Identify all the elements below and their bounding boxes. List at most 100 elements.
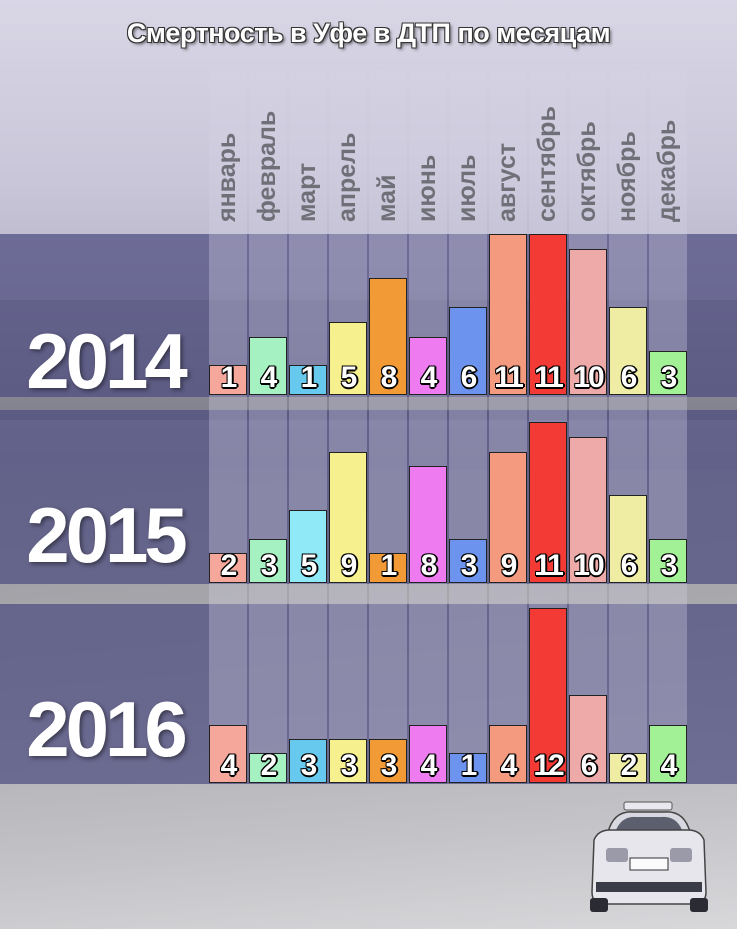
month-column [609,70,647,783]
month-column [489,70,527,783]
data-label: 2 [620,749,638,782]
month-label: октябрь [573,121,601,222]
data-label: 10 [573,361,604,394]
data-label: 3 [340,749,358,782]
month-label: февраль [253,110,281,222]
bar-2015-ноябрь [609,495,647,583]
data-label: 3 [300,749,318,782]
year-label-2015: 2015 [26,491,188,579]
data-label: 3 [660,361,678,394]
chart-title: Смертность в Уфе в ДТП по месяцам [126,18,611,48]
data-label: 8 [380,361,398,394]
bar-2014-июль [449,307,487,395]
bar-2015-апрель [329,451,367,583]
data-label: 11 [534,361,564,394]
bar-2016-апрель [329,739,367,783]
data-label: 5 [340,361,358,394]
data-label: 12 [533,749,564,782]
month-label: сентябрь [533,106,561,222]
year-label-2014: 2014 [26,317,188,405]
month-column [409,70,447,783]
bar-2014-апрель [329,322,367,395]
month-column [569,70,607,783]
data-label: 3 [380,749,398,782]
bar-2016-ноябрь [609,753,647,783]
bar-2015-июнь [409,466,447,583]
month-column [209,70,247,783]
month-column [449,70,487,783]
data-label: 2 [260,749,278,782]
data-label: 3 [660,549,678,582]
data-label: 1 [460,749,478,782]
bar-2016-июнь [409,724,447,783]
bar-2014-август [489,234,527,395]
month-label: август [493,142,521,222]
data-label: 11 [534,549,564,582]
data-label: 1 [380,549,398,582]
bar-2015-август [489,451,527,583]
year-label-2016: 2016 [26,685,188,773]
data-label: 4 [660,749,678,782]
bar-2014-сентябрь [529,234,567,395]
bar-2015-май [369,553,407,583]
bar-2016-август [489,724,527,783]
bar-2014-январь [209,365,247,395]
data-label: 4 [420,749,438,782]
police-car-icon [590,801,708,912]
month-column [369,70,407,783]
bar-2014-ноябрь [609,307,647,395]
bar-2014-октябрь [569,249,607,395]
bar-2016-январь [209,724,247,783]
bar-2014-декабрь [649,351,687,395]
bar-2016-июль [449,753,487,783]
month-column [289,70,327,783]
data-label: 10 [573,549,604,582]
month-column [329,70,367,783]
bar-2014-май [369,278,407,395]
month-column [649,70,687,783]
month-label: ноябрь [613,131,641,222]
month-label: январь [213,132,241,222]
data-label: 3 [260,549,278,582]
data-label: 4 [420,361,438,394]
bar-2015-февраль [249,539,287,583]
data-label: 6 [460,361,478,394]
bar-2015-октябрь [569,437,607,583]
data-label: 9 [500,549,518,582]
data-label: 9 [340,549,358,582]
bar-2016-февраль [249,753,287,783]
data-label: 4 [220,749,238,782]
month-label: март [293,162,321,222]
month-column [249,70,287,783]
data-label: 6 [620,549,638,582]
data-label: 2 [220,549,238,582]
bar-2015-март [289,510,327,583]
month-label: июнь [413,154,441,222]
data-label: 1 [220,361,238,394]
bar-2015-июль [449,539,487,583]
data-label: 3 [460,549,478,582]
bar-2016-март [289,739,327,783]
bar-2016-декабрь [649,724,687,783]
data-label: 1 [300,361,318,394]
bar-2015-январь [209,553,247,583]
data-label: 4 [500,749,518,782]
bar-2014-июнь [409,336,447,395]
month-label: апрель [333,132,361,222]
data-label: 6 [580,749,598,782]
bar-2016-май [369,739,407,783]
month-label: май [373,174,401,222]
data-label: 11 [494,361,524,394]
data-label: 4 [260,361,278,394]
month-label: декабрь [653,119,681,222]
data-label: 8 [420,549,438,582]
bar-2015-сентябрь [529,422,567,583]
data-label: 6 [620,361,638,394]
month-label: июль [453,154,481,222]
bar-2014-март [289,365,327,395]
bar-2016-октябрь [569,695,607,783]
data-label: 5 [300,549,318,582]
bar-2015-декабрь [649,539,687,583]
bar-2014-февраль [249,336,287,395]
bar-2016-сентябрь [529,607,567,783]
